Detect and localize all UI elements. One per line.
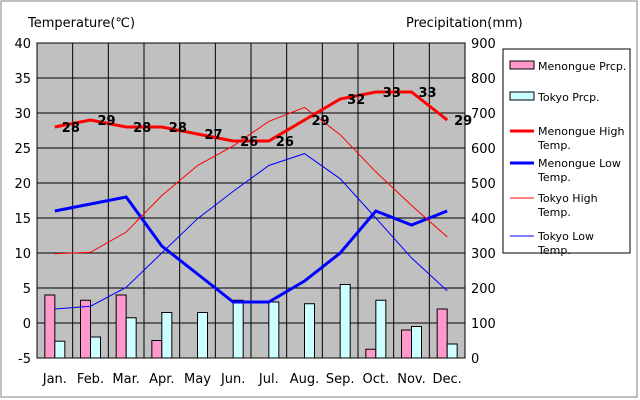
x-tick-label: Jul. bbox=[258, 372, 279, 387]
right-tick-label: 500 bbox=[471, 177, 496, 192]
x-tick-label: Mar. bbox=[112, 372, 139, 387]
precip-bar bbox=[304, 303, 315, 359]
left-tick-label: 40 bbox=[14, 37, 31, 52]
data-label: 28 bbox=[62, 121, 80, 136]
temperature-lines bbox=[54, 90, 449, 310]
data-label: 29 bbox=[311, 114, 329, 129]
left-axis-ticks: -5 0 5 10 15 20 25 30 35 40 bbox=[14, 37, 31, 367]
precip-bar bbox=[268, 301, 280, 359]
left-tick-label: 10 bbox=[14, 247, 31, 262]
data-label: 27 bbox=[204, 128, 222, 143]
x-tick-label: Oct. bbox=[363, 372, 390, 387]
data-label: 33 bbox=[418, 86, 436, 101]
precip-bar bbox=[90, 336, 101, 359]
legend-swatch bbox=[509, 91, 535, 101]
temperature-line bbox=[54, 195, 448, 304]
left-tick-label: 35 bbox=[14, 72, 31, 87]
left-tick-label: 15 bbox=[14, 212, 31, 227]
x-tick-label: Apr. bbox=[149, 372, 174, 387]
precip-bar bbox=[365, 348, 377, 359]
precip-bar bbox=[161, 312, 173, 359]
x-tick-label: Jun. bbox=[220, 372, 245, 387]
precip-bar bbox=[411, 326, 422, 359]
gridlines bbox=[37, 42, 465, 359]
left-tick-label: 25 bbox=[14, 142, 31, 157]
precip-bar bbox=[446, 343, 458, 359]
right-tick-label: 200 bbox=[471, 282, 496, 297]
right-tick-label: 700 bbox=[471, 107, 496, 122]
right-tick-label: 0 bbox=[471, 352, 479, 367]
right-tick-label: 600 bbox=[471, 142, 496, 157]
precip-bar bbox=[151, 340, 163, 359]
temperature-line bbox=[54, 153, 448, 310]
right-tick-label: 100 bbox=[471, 317, 496, 332]
right-tick-label: 300 bbox=[471, 247, 496, 262]
left-tick-label: 5 bbox=[23, 282, 31, 297]
legend-label: Tokyo Low bbox=[537, 230, 594, 243]
data-label: 28 bbox=[169, 121, 187, 136]
data-label: 29 bbox=[454, 114, 472, 129]
legend-label: Temp. bbox=[537, 171, 571, 184]
legend-label: Temp. bbox=[537, 244, 571, 257]
x-tick-label: Dec. bbox=[433, 372, 462, 387]
legend-swatch bbox=[509, 60, 535, 70]
x-tick-label: Aug. bbox=[290, 372, 320, 387]
legend-label: Temp. bbox=[537, 206, 571, 219]
left-tick-label: 30 bbox=[14, 107, 31, 122]
legend-label: Tokyo Prcp. bbox=[537, 91, 600, 104]
precip-bar bbox=[436, 308, 448, 359]
left-tick-label: -5 bbox=[18, 352, 31, 367]
data-labels: 28 29 28 28 27 26 26 29 32 33 33 29 bbox=[62, 86, 472, 150]
data-label: 26 bbox=[276, 135, 294, 150]
precip-bar bbox=[401, 329, 412, 359]
precip-bar bbox=[80, 299, 91, 359]
x-tick-label: Sep. bbox=[326, 372, 355, 387]
legend-box bbox=[502, 48, 631, 254]
precipitation-bars bbox=[44, 284, 458, 359]
x-tick-label: Jan. bbox=[42, 372, 67, 387]
precip-bar bbox=[125, 317, 137, 359]
data-label: 32 bbox=[347, 93, 365, 108]
precip-bar bbox=[375, 299, 387, 359]
data-label: 28 bbox=[133, 121, 151, 136]
left-axis-title: Temperature(℃) bbox=[27, 16, 135, 31]
legend-label: Temp. bbox=[537, 139, 571, 152]
temperature-line bbox=[54, 90, 449, 143]
x-axis-ticks: Jan. Feb. Mar. Apr. May Jun. Jul. Aug. Sep. Oct. N… bbox=[42, 372, 462, 387]
x-tick-label: May bbox=[184, 372, 211, 387]
left-tick-label: 0 bbox=[23, 317, 31, 332]
precip-bar bbox=[339, 284, 351, 359]
precip-bar bbox=[197, 312, 208, 359]
right-tick-label: 800 bbox=[471, 72, 496, 87]
legend: Menongue Prcp.Tokyo Prcp.Menongue HighTe… bbox=[502, 48, 631, 257]
legend-label: Menongue Low bbox=[538, 157, 621, 170]
x-tick-label: Nov. bbox=[397, 372, 426, 387]
data-label: 26 bbox=[240, 135, 258, 150]
left-tick-label: 20 bbox=[14, 177, 31, 192]
data-label: 29 bbox=[97, 114, 115, 129]
temperature-line bbox=[54, 106, 448, 255]
precip-bar bbox=[44, 294, 56, 359]
precip-bar bbox=[115, 294, 127, 359]
legend-label: Menongue Prcp. bbox=[538, 60, 626, 73]
data-label: 33 bbox=[383, 86, 401, 101]
right-tick-label: 900 bbox=[471, 37, 496, 52]
plot-border bbox=[36, 42, 466, 359]
right-axis-ticks: 0 100 200 300 400 500 600 700 800 900 bbox=[471, 37, 496, 367]
precip-bar bbox=[54, 340, 66, 359]
x-tick-label: Feb. bbox=[77, 372, 104, 387]
right-axis-title: Precipitation(mm) bbox=[406, 16, 523, 31]
legend-label: Tokyo High bbox=[537, 192, 598, 205]
right-tick-label: 400 bbox=[471, 212, 496, 227]
precip-bar bbox=[232, 299, 244, 359]
legend-label: Menongue High bbox=[538, 125, 624, 138]
